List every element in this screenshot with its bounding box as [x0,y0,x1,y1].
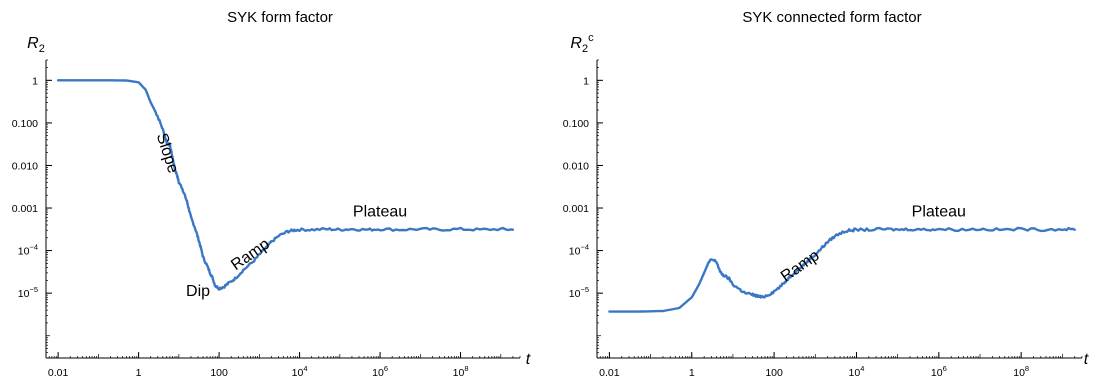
y-tick-label: 10−4 [569,243,589,258]
x-tick-label: 0.01 [599,367,620,379]
y-tick-label: 10−4 [18,243,38,258]
chart-title: SYK connected form factor [742,9,921,26]
x-tick-label: 100 [765,367,783,379]
y-tick-base: 10 [569,246,581,258]
y-tick-label: 0.100 [12,118,38,130]
x-tick-base: 10 [849,367,861,379]
y-tick-exponent: −4 [580,243,589,252]
x-tick-label: 100 [210,367,228,379]
y-tick-exponent: −5 [29,285,38,294]
x-tick-label: 106 [931,364,947,379]
y-axis-label-superscript: c [588,32,594,44]
x-axis-label: t [1084,351,1089,368]
x-tick-exponent: 4 [860,364,864,373]
x-tick-label: 1 [689,367,695,379]
x-tick-base: 10 [1013,367,1025,379]
annotation-slope: Slope [153,131,182,175]
x-tick-label: 108 [453,364,469,379]
y-tick-label: 10−5 [569,285,589,300]
x-tick-exponent: 6 [943,364,947,373]
x-tick-exponent: 8 [1025,364,1029,373]
y-axis-label: R2 [27,35,45,55]
annotation-ramp: Ramp [778,247,823,285]
x-tick-base: 10 [453,367,465,379]
x-tick-label: 108 [1013,364,1029,379]
x-tick-base: 10 [292,367,304,379]
x-tick-base: 10 [372,367,384,379]
x-tick-label: 104 [849,364,865,379]
y-tick-label: 0.010 [12,160,38,172]
x-tick-label: 0.01 [48,367,69,379]
x-tick-exponent: 8 [464,364,468,373]
y-tick-exponent: −5 [580,285,589,294]
y-axis-label-subscript: 2 [582,43,588,55]
x-tick-exponent: 6 [384,364,388,373]
x-axis-label: t [526,351,531,368]
y-tick-label: 0.010 [563,160,589,172]
x-tick-label: 104 [292,364,308,379]
x-tick-label: 1 [136,367,142,379]
chart-title: SYK form factor [227,9,333,26]
annotation-dip: Dip [186,283,210,300]
series-line [56,79,515,291]
y-axis-label: R2c [570,32,594,55]
x-tick-exponent: 4 [303,364,307,373]
y-axis-label-main: R [27,35,39,52]
y-tick-label: 0.100 [563,118,589,130]
annotation-plateau: Plateau [353,204,407,221]
y-tick-label: 10−5 [18,285,38,300]
x-tick-base: 10 [931,367,943,379]
annotation-plateau: Plateau [912,204,966,221]
x-tick-label: 106 [372,364,388,379]
y-axis-label-main: R [570,35,582,52]
y-tick-base: 10 [18,288,30,300]
y-tick-exponent: −4 [29,243,38,252]
y-tick-label: 1 [583,75,589,87]
y-tick-base: 10 [18,246,30,258]
annotation-ramp: Ramp [228,236,273,274]
y-axis-label-subscript: 2 [39,43,45,55]
y-tick-base: 10 [569,288,581,300]
y-tick-label: 0.001 [563,203,589,215]
y-tick-label: 1 [32,75,38,87]
series-line [608,226,1076,313]
y-tick-label: 0.001 [12,203,38,215]
